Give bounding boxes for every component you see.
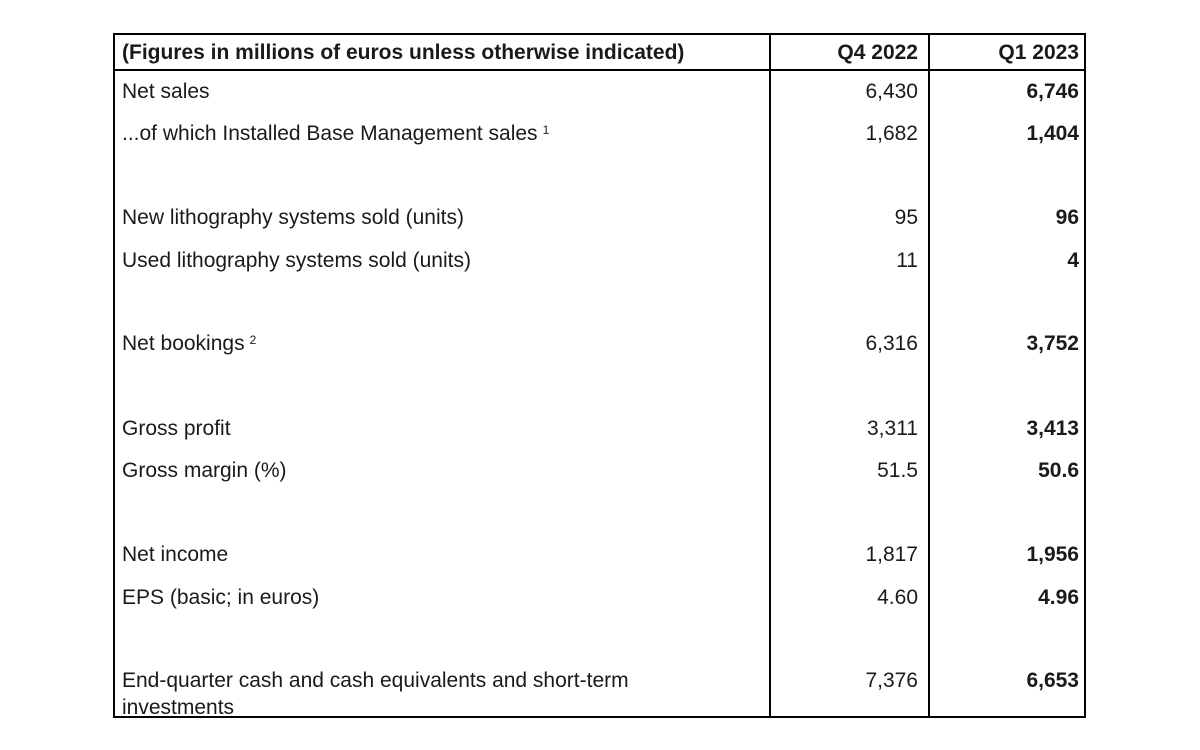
q4-ibm-sales: 1,682 [865, 122, 918, 145]
row-label-eps: EPS (basic; in euros) [122, 586, 320, 609]
column-divider-1 [769, 35, 771, 716]
q1-eps: 4.96 [1038, 586, 1079, 609]
row-label-net-income: Net income [122, 543, 229, 566]
footnote-1: 1 [542, 123, 550, 137]
row-label-net-bookings: Net bookings 2 [122, 332, 256, 356]
header-label: (Figures in millions of euros unless oth… [122, 41, 685, 64]
q4-cash: 7,376 [865, 669, 918, 692]
q4-new-systems: 95 [894, 206, 918, 229]
header-q1-2023: Q1 2023 [998, 41, 1079, 64]
financial-summary-table: (Figures in millions of euros unless oth… [113, 33, 1086, 719]
row-label-ibm-sales: ...of which Installed Base Management sa… [122, 122, 549, 146]
q1-net-sales: 6,746 [1026, 80, 1079, 103]
q1-net-income: 1,956 [1026, 543, 1079, 566]
q4-net-bookings: 6,316 [865, 332, 918, 355]
header-divider [115, 69, 1084, 71]
net-bookings-text: Net bookings [122, 332, 245, 355]
footnote-2: 2 [249, 333, 257, 347]
q1-cash: 6,653 [1026, 669, 1079, 692]
q1-used-systems: 4 [1067, 249, 1079, 272]
row-label-new-systems: New lithography systems sold (units) [122, 206, 464, 229]
row-label-gross-margin: Gross margin (%) [122, 459, 287, 482]
q4-net-sales: 6,430 [865, 80, 918, 103]
q4-net-income: 1,817 [865, 543, 918, 566]
q1-ibm-sales: 1,404 [1026, 122, 1079, 145]
q4-gross-profit: 3,311 [867, 417, 918, 440]
row-label-gross-profit: Gross profit [122, 417, 231, 440]
q4-eps: 4.60 [877, 586, 918, 609]
header-q4-2022: Q4 2022 [837, 41, 918, 64]
row-label-net-sales: Net sales [122, 80, 210, 103]
q4-used-systems: 11 [896, 249, 918, 272]
ibm-sales-text: ...of which Installed Base Management sa… [122, 122, 538, 145]
row-label-used-systems: Used lithography systems sold (units) [122, 249, 471, 272]
q1-net-bookings: 3,752 [1026, 332, 1079, 355]
q1-new-systems: 96 [1055, 206, 1079, 229]
q1-gross-margin: 50.6 [1038, 459, 1079, 482]
q4-gross-margin: 51.5 [877, 459, 918, 482]
q1-gross-profit: 3,413 [1026, 417, 1079, 440]
column-divider-2 [928, 35, 930, 716]
row-label-cash: End-quarter cash and cash equivalents an… [122, 669, 629, 719]
